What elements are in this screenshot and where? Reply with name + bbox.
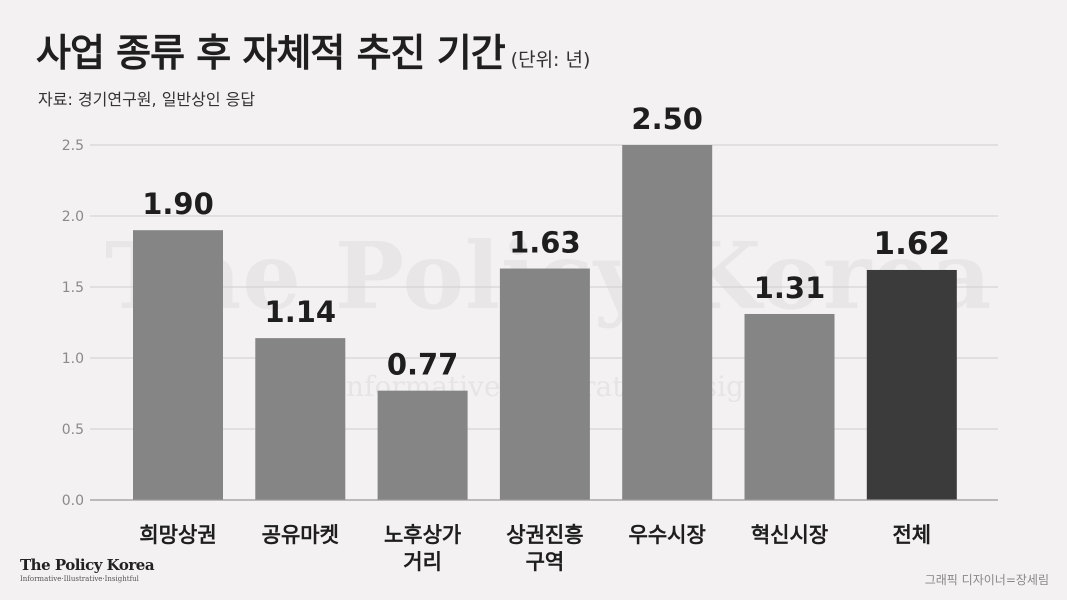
y-tick-label: 0.5 — [62, 422, 84, 438]
category-label: 거리 — [403, 550, 442, 574]
value-label: 0.77 — [387, 348, 459, 382]
y-tick-label: 2.5 — [62, 138, 84, 154]
category-label: 희망상권 — [139, 523, 216, 547]
chart-title: 사업 종류 후 자체적 추진 기간 — [36, 31, 506, 75]
bar — [377, 390, 468, 500]
value-label: 1.63 — [509, 226, 581, 260]
bar — [133, 230, 223, 500]
category-label: 구역 — [526, 550, 565, 574]
category-label: 공유마켓 — [262, 523, 339, 547]
category-label: 혁신시장 — [751, 523, 828, 547]
category-label: 노후상가 — [384, 523, 462, 547]
value-label: 1.62 — [874, 226, 951, 262]
designer-credit: 그래픽 디자이너=장세림 — [924, 573, 1049, 587]
y-tick-label: 2.0 — [62, 209, 84, 225]
category-label: 전체 — [892, 523, 931, 547]
bar — [866, 269, 957, 500]
bar — [622, 145, 713, 500]
value-label: 2.50 — [631, 102, 703, 136]
brand-logo: The Policy Korea Informative·Illustrativ… — [20, 556, 155, 583]
bar — [499, 268, 590, 500]
chart-title-block: 사업 종류 후 자체적 추진 기간 (단위: 년) — [36, 22, 590, 77]
y-tick-label: 1.0 — [62, 351, 84, 367]
category-label: 상권진흥 — [506, 523, 583, 547]
brand-name: The Policy Korea — [20, 556, 155, 574]
y-tick-label: 1.5 — [62, 280, 84, 296]
value-label: 1.90 — [142, 187, 214, 221]
brand-tagline: Informative·Illustrative·Insightful — [20, 575, 139, 583]
unit-label: (단위: 년) — [510, 49, 591, 71]
value-label: 1.31 — [754, 271, 826, 305]
y-tick-label: 0.0 — [62, 493, 84, 509]
bar — [255, 338, 346, 500]
value-label: 1.14 — [265, 295, 337, 329]
source-note: 자료: 경기연구원, 일반상인 응답 — [38, 90, 256, 109]
bar — [744, 313, 835, 500]
category-label: 우수시장 — [629, 523, 706, 547]
